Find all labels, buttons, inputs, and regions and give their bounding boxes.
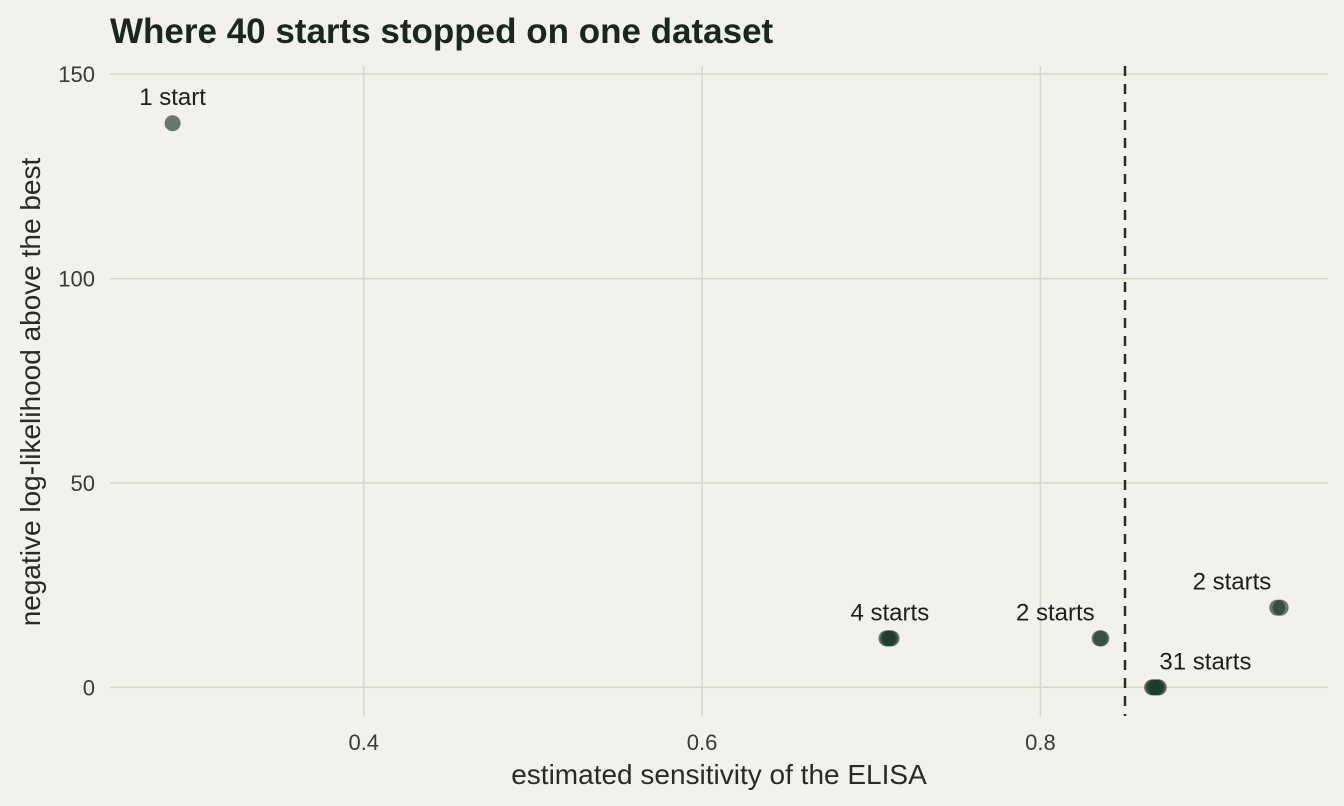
data-point — [164, 115, 181, 132]
point-annotations: 1 start 4 starts 2 starts 2 starts 31 starts — [139, 84, 1271, 675]
point-annotation: 4 starts — [851, 599, 930, 626]
y-tick-label: 50 — [71, 471, 95, 496]
point-annotation: 2 starts — [1016, 599, 1095, 626]
grid — [110, 66, 1328, 716]
y-tick-label: 100 — [58, 267, 95, 292]
data-point — [1150, 679, 1167, 696]
y-tick-label: 150 — [58, 62, 95, 87]
data-point — [1093, 630, 1110, 647]
y-tick-label: 0 — [83, 675, 95, 700]
tick-labels: 0 50 100 150 0.4 0.6 0.8 — [58, 62, 1055, 755]
x-tick-label: 0.6 — [687, 730, 718, 755]
x-tick-label: 0.8 — [1025, 730, 1056, 755]
point-annotation: 1 start — [139, 84, 206, 111]
x-tick-label: 0.4 — [348, 730, 379, 755]
point-annotation: 2 starts — [1193, 569, 1272, 596]
data-point — [1272, 599, 1289, 616]
data-point — [883, 630, 900, 647]
point-annotation: 31 starts — [1159, 648, 1251, 675]
y-axis-label: negative log-likelihood above the best — [15, 158, 46, 627]
data-points — [164, 115, 1289, 696]
x-axis-label: estimated sensitivity of the ELISA — [511, 759, 927, 790]
chart-title: Where 40 starts stopped on one dataset — [110, 12, 774, 51]
